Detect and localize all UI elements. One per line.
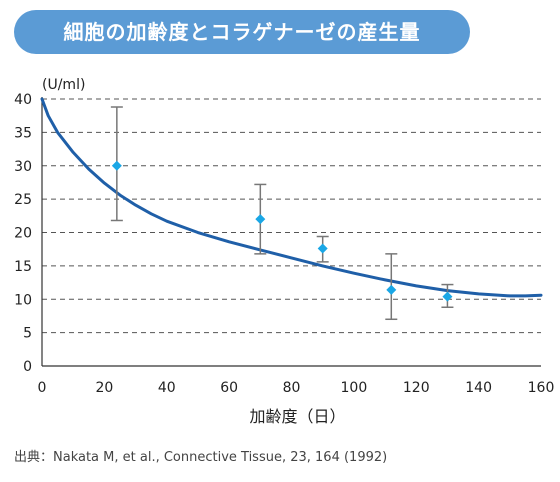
y-tick-label-5: 5 bbox=[23, 326, 32, 342]
y-tick-label-0: 0 bbox=[23, 359, 32, 375]
data-point-4 bbox=[386, 284, 397, 295]
y-unit-label: (U/ml) bbox=[42, 77, 85, 93]
y-tick-label-15: 15 bbox=[14, 259, 32, 275]
x-tick-label-80: 80 bbox=[283, 380, 301, 396]
x-tick-label-140: 140 bbox=[465, 380, 492, 396]
source-note: 出典：Nakata M, et al., Connective Tissue, … bbox=[14, 450, 388, 465]
x-tick-label-40: 40 bbox=[158, 380, 176, 396]
data-point-5 bbox=[442, 291, 453, 302]
trend-curve bbox=[40, 97, 543, 298]
y-tick-label-40: 40 bbox=[14, 92, 32, 108]
chart-title: 細胞の加齢度とコラゲナーゼの産生量 bbox=[63, 20, 421, 44]
x-tick-label-120: 120 bbox=[403, 380, 430, 396]
y-tick-label-25: 25 bbox=[14, 192, 32, 208]
x-axis-title: 加齢度（日） bbox=[249, 407, 345, 426]
data-point-3 bbox=[317, 243, 328, 254]
x-tick-label-100: 100 bbox=[341, 380, 368, 396]
data-point-1 bbox=[111, 160, 122, 171]
x-tick-label-160: 160 bbox=[528, 380, 555, 396]
x-tick-label-20: 20 bbox=[95, 380, 113, 396]
x-tick-label-0: 0 bbox=[38, 380, 47, 396]
data-point-2 bbox=[255, 214, 266, 225]
x-tick-label-60: 60 bbox=[220, 380, 238, 396]
y-tick-label-30: 30 bbox=[14, 159, 32, 175]
y-tick-label-10: 10 bbox=[14, 292, 32, 308]
chart-title-banner: 細胞の加齢度とコラゲナーゼの産生量 bbox=[14, 10, 470, 54]
y-tick-label-35: 35 bbox=[14, 125, 32, 141]
y-tick-label-20: 20 bbox=[14, 226, 32, 242]
